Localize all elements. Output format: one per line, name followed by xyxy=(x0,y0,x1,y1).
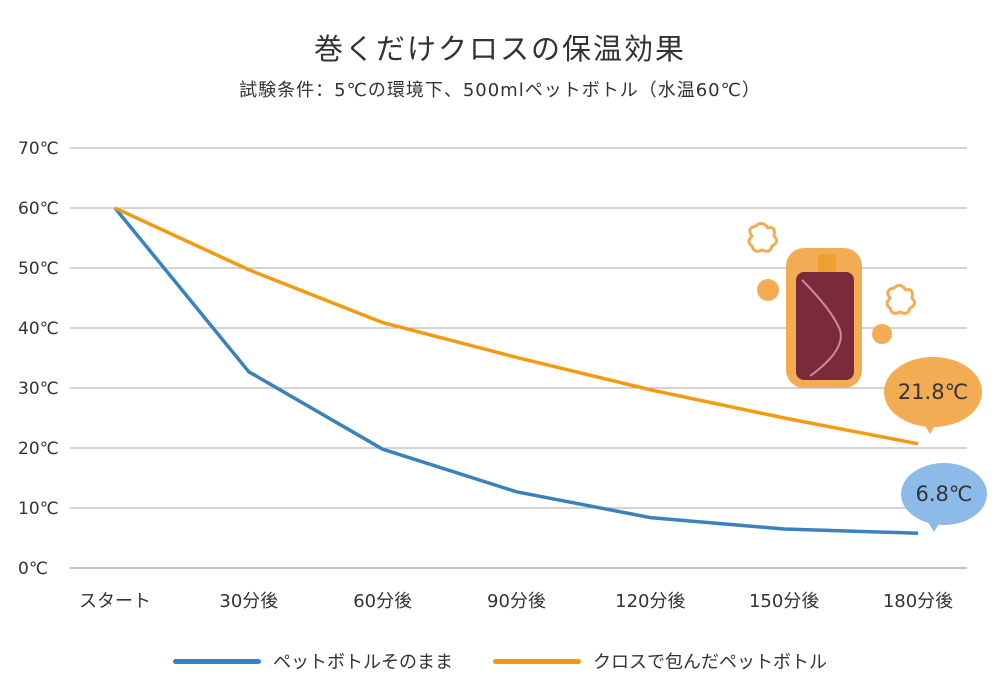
legend-swatch-blue xyxy=(173,658,261,664)
y-tick-label: 20℃ xyxy=(18,439,59,459)
wrapped-bottle-illustration xyxy=(747,221,917,388)
y-tick-label: 0℃ xyxy=(18,559,48,579)
x-tick-label: 90分後 xyxy=(487,591,546,612)
y-tick-label: 10℃ xyxy=(18,499,59,519)
x-tick-label: 60分後 xyxy=(353,591,412,612)
y-tick-label: 70℃ xyxy=(18,139,59,159)
legend-swatch-orange xyxy=(493,658,581,664)
legend: ペットボトルそのまま クロスで包んだペットボトル xyxy=(0,648,1000,674)
x-tick-label: 30分後 xyxy=(219,591,278,612)
blue-bubble-tail xyxy=(928,522,940,532)
y-tick-label: 30℃ xyxy=(18,379,59,399)
orange-bubble-tail xyxy=(924,424,936,434)
chart-subtitle: 試験条件：5℃の環境下、500mlペットボトル（水温60℃） xyxy=(239,80,761,101)
y-tick-label: 60℃ xyxy=(18,199,59,219)
x-tick-label: 180分後 xyxy=(883,591,953,612)
y-tick-label: 40℃ xyxy=(18,319,59,339)
y-tick-label: 50℃ xyxy=(18,259,59,279)
legend-label: ペットボトルそのまま xyxy=(273,652,453,673)
x-tick-label: 120分後 xyxy=(615,591,685,612)
x-tick-label: スタート xyxy=(79,591,151,612)
orange-end-label: 21.8℃ xyxy=(884,357,982,427)
legend-item-plain: ペットボトルそのまま xyxy=(173,648,453,674)
x-tick-label: 150分後 xyxy=(749,591,819,612)
legend-label: クロスで包んだペットボトル xyxy=(593,652,827,673)
legend-item-wrapped: クロスで包んだペットボトル xyxy=(493,648,827,674)
blue-end-label: 6.8℃ xyxy=(901,463,987,525)
chart-title: 巻くだけクロスの保温効果 xyxy=(313,32,686,66)
